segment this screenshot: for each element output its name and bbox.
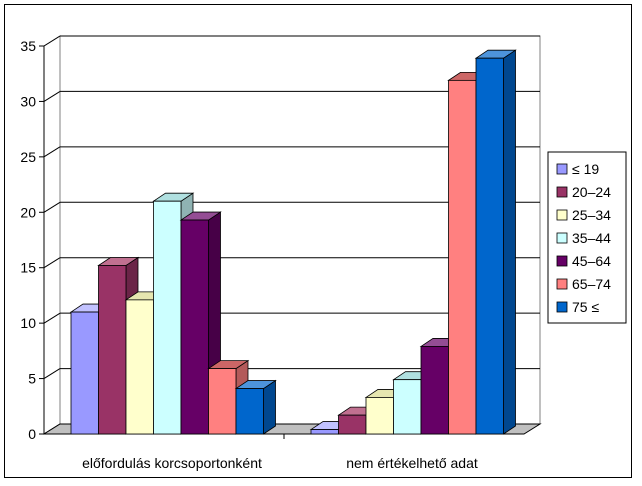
gridline-depth <box>43 368 61 379</box>
y-tick-label: 0 <box>28 426 36 442</box>
legend-label: 75 ≤ <box>572 299 599 315</box>
y-tick-label: 10 <box>20 315 36 331</box>
gridline-depth <box>43 201 61 213</box>
gridline-depth <box>43 146 61 158</box>
bar <box>70 311 99 435</box>
y-tick-label: 20 <box>20 204 36 220</box>
legend-label: 35–44 <box>572 230 611 246</box>
y-tick-label: 35 <box>20 38 36 54</box>
side-wall <box>43 35 61 435</box>
gridline-depth <box>43 35 61 47</box>
gridline-depth <box>43 312 61 324</box>
legend-label: ≤ 19 <box>572 161 599 177</box>
legend-swatch <box>556 209 568 221</box>
gridline-depth <box>43 91 61 102</box>
bar-side <box>503 49 516 435</box>
legend-swatch <box>556 301 568 313</box>
bar <box>365 397 394 435</box>
bar <box>235 388 264 435</box>
bar-side <box>263 379 276 435</box>
bar <box>180 219 209 435</box>
y-tick-label: 15 <box>20 260 36 276</box>
gridline-depth <box>43 257 61 269</box>
y-tick-label: 5 <box>28 371 36 387</box>
bar <box>338 414 367 435</box>
legend-label: 45–64 <box>572 253 611 269</box>
legend-label: 20–24 <box>572 184 611 200</box>
legend-swatch <box>556 163 568 175</box>
y-tick-label: 30 <box>20 93 36 109</box>
bar <box>125 299 154 435</box>
bar <box>98 265 127 435</box>
bar <box>310 429 339 435</box>
bar <box>208 368 237 435</box>
x-category-label: előfordulás korcsoportonként <box>82 455 262 471</box>
legend-label: 65–74 <box>572 276 611 292</box>
legend-swatch <box>556 278 568 290</box>
bar <box>475 57 504 435</box>
legend-swatch <box>556 255 568 267</box>
legend-swatch <box>556 186 568 198</box>
bar <box>153 200 182 435</box>
bar <box>448 79 477 435</box>
y-tick-label: 25 <box>20 149 36 165</box>
legend-label: 25–34 <box>572 207 611 223</box>
bar <box>393 379 422 435</box>
bar <box>420 346 449 435</box>
legend-swatch <box>556 232 568 244</box>
x-category-label: nem értékelhető adat <box>346 455 478 471</box>
